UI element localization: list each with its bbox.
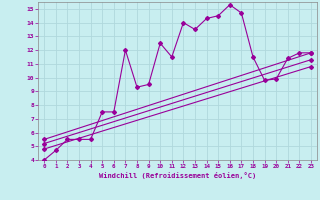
- X-axis label: Windchill (Refroidissement éolien,°C): Windchill (Refroidissement éolien,°C): [99, 172, 256, 179]
